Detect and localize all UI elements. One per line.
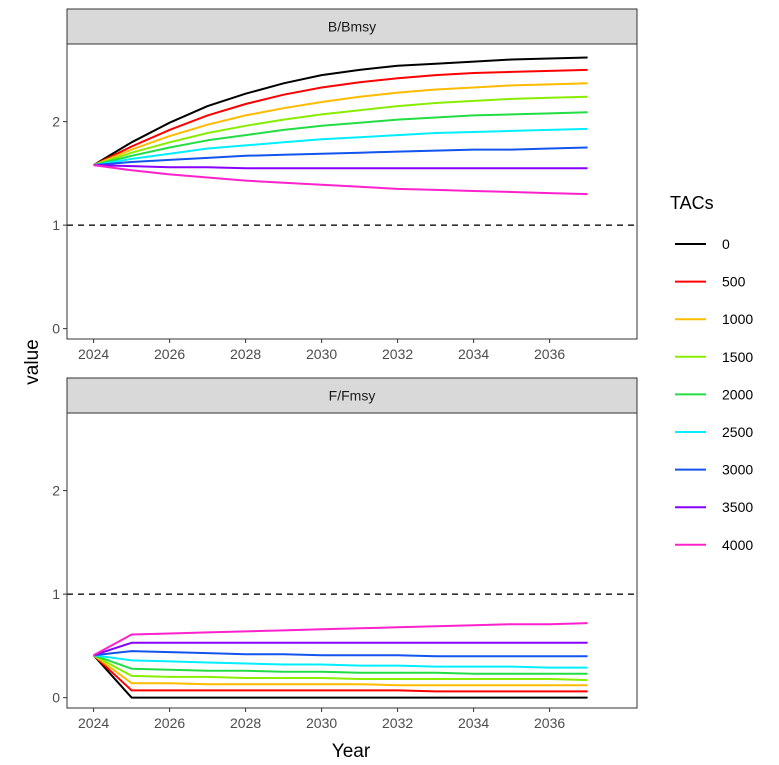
series-line-tac-2500 <box>93 127 588 167</box>
y-tick-label: 0 <box>52 321 60 337</box>
legend: TACs 0 500 1000 1500 2000 2500 3000 3500 4000 <box>670 193 753 553</box>
series-line-tac-1000 <box>93 654 588 687</box>
legend-item-tac-4000: 4000 <box>675 537 753 553</box>
legend-label: 3000 <box>722 462 753 478</box>
series-line-tac-1000 <box>93 82 588 167</box>
legend-item-tac-500: 500 <box>675 274 746 290</box>
x-axis-title: Year <box>332 741 371 762</box>
series-line-tac-500 <box>92 654 588 693</box>
series-line-tac-4000 <box>93 622 588 657</box>
facet-strip <box>66 377 638 414</box>
facet-strip <box>66 8 638 45</box>
legend-label: 2000 <box>722 386 753 402</box>
series-line-tac-3000 <box>93 650 588 658</box>
x-tick-label: 2034 <box>458 715 489 731</box>
x-tick-label: 2034 <box>458 346 489 362</box>
x-tick-label: 2036 <box>534 346 565 362</box>
legend-item-tac-2500: 2500 <box>675 424 753 440</box>
legend-label: 4000 <box>722 537 753 553</box>
legend-item-tac-2000: 2000 <box>675 386 753 402</box>
series-line-tac-4000 <box>93 164 588 196</box>
plot-area <box>67 413 637 708</box>
series-line-tac-3500 <box>93 164 588 170</box>
series-line-tac-0 <box>92 654 588 699</box>
x-tick-label: 2024 <box>78 346 109 362</box>
legend-label: 1000 <box>722 311 753 327</box>
panel-border <box>66 43 638 340</box>
y-tick-label: 1 <box>52 586 60 602</box>
facet-strip-label: B/Bmsy <box>328 19 376 35</box>
y-tick-label: 0 <box>52 690 60 706</box>
series-line-tac-500 <box>93 68 588 166</box>
legend-label: 1500 <box>722 349 753 365</box>
y-tick-label: 2 <box>52 114 60 130</box>
panel-border <box>66 412 638 709</box>
series-line-tac-2500 <box>93 654 588 669</box>
legend-items: 0 500 1000 1500 2000 2500 3000 3500 4000 <box>675 236 753 553</box>
series-line-tac-3500 <box>93 641 588 657</box>
x-tick-label: 2026 <box>154 346 185 362</box>
y-axis-title: value <box>22 339 43 384</box>
x-tick-label: 2028 <box>230 715 261 731</box>
x-tick-label: 2030 <box>306 715 337 731</box>
facet-strip-label: F/Fmsy <box>329 388 376 404</box>
legend-title: TACs <box>670 193 714 213</box>
series-line-tac-1500 <box>93 654 588 682</box>
legend-label: 500 <box>722 274 746 290</box>
series-line-tac-2000 <box>93 111 588 167</box>
legend-item-tac-1500: 1500 <box>675 349 753 365</box>
legend-label: 0 <box>722 236 730 252</box>
x-tick-label: 2030 <box>306 346 337 362</box>
x-tick-label: 2024 <box>78 715 109 731</box>
series-line-tac-2000 <box>93 654 588 675</box>
legend-item-tac-0: 0 <box>675 236 730 252</box>
y-tick-label: 1 <box>52 217 60 233</box>
x-tick-label: 2028 <box>230 346 261 362</box>
panel-f-fmsy: F/Fmsy 0 1 2 2024 2026 2028 2030 2032 2034 2036 <box>52 377 638 731</box>
legend-label: 2500 <box>722 424 753 440</box>
panel-b-bmsy: B/Bmsy 0 1 2 2024 2026 2028 2030 2032 2034 2036 <box>52 8 638 362</box>
legend-item-tac-3000: 3000 <box>675 462 753 478</box>
x-tick-label: 2036 <box>534 715 565 731</box>
x-tick-label: 2032 <box>382 715 413 731</box>
series-line-tac-3000 <box>93 146 588 167</box>
legend-item-tac-3500: 3500 <box>675 499 753 515</box>
series-line-tac-0 <box>93 56 588 166</box>
series-line-tac-1500 <box>93 95 588 167</box>
plot-area <box>67 44 637 339</box>
x-tick-label: 2032 <box>382 346 413 362</box>
y-tick-label: 2 <box>52 483 60 499</box>
x-tick-label: 2026 <box>154 715 185 731</box>
legend-label: 3500 <box>722 499 753 515</box>
legend-item-tac-1000: 1000 <box>675 311 753 327</box>
